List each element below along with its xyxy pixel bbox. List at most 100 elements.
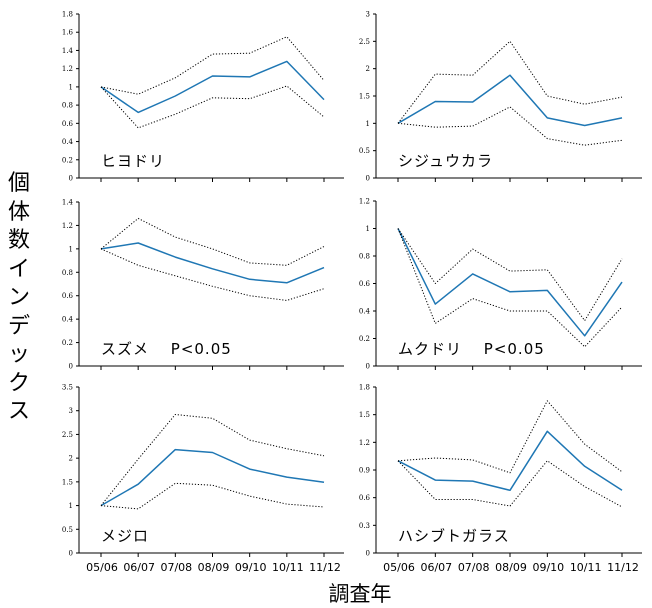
x-tick-label: 06/07 — [420, 561, 452, 574]
y-tick-label: 1.2 — [62, 222, 73, 230]
y-tick-label: 1.2 — [359, 198, 370, 206]
y-tick-label: 1.8 — [62, 11, 73, 19]
y-tick-label: 2 — [366, 65, 370, 73]
y-tick-label: 1 — [69, 245, 73, 253]
chart-panel-6: 0 0.3 0.6 0.9 1.2 1.5 1.8 05/06 06/07 07/08 08/09 0… — [359, 384, 642, 574]
y-tick-label: 0.2 — [62, 156, 73, 164]
y-tick-label: 0.2 — [62, 339, 73, 347]
x-tick-label: 09/10 — [532, 561, 564, 574]
y-tick-label: 1.2 — [359, 439, 370, 447]
series-line-estimate — [100, 60, 325, 114]
y-tick-label: 3.5 — [62, 384, 73, 392]
series-line-estimate — [397, 228, 623, 337]
y-tick-label: 1.2 — [62, 65, 73, 73]
y-tick-label: 3 — [366, 11, 370, 19]
series-line-estimate — [100, 448, 325, 507]
y-tick-label: 0 — [69, 175, 73, 183]
y-tick-label: 1.4 — [62, 47, 74, 55]
y-tick-label: 0.4 — [62, 316, 74, 324]
y-tick-label: 3 — [69, 407, 73, 415]
series-line-upper — [100, 414, 325, 506]
y-axis-label-char: イ — [7, 256, 30, 282]
y-tick-label: 1.4 — [62, 199, 74, 207]
y-tick-label: 0.6 — [359, 280, 371, 288]
y-tick-label: 2 — [69, 455, 73, 463]
panel-title: ヒヨドリ — [101, 152, 165, 170]
y-tick-label: 0.2 — [359, 335, 370, 343]
y-tick-label: 1.5 — [62, 478, 73, 486]
x-tick-label: 11/12 — [607, 561, 639, 574]
series-line-lower — [100, 248, 325, 301]
y-tick-label: 0 — [366, 363, 370, 371]
y-tick-label: 0 — [69, 550, 73, 558]
y-tick-label: 1 — [366, 225, 370, 233]
y-axis-label-char: ッ — [7, 342, 30, 367]
y-tick-label: 0.8 — [62, 102, 73, 110]
y-tick-label: 1 — [366, 120, 370, 128]
x-tick-label: 09/10 — [235, 561, 267, 574]
x-tick-label: 11/12 — [309, 561, 341, 574]
x-tick-label: 05/06 — [383, 561, 415, 574]
x-tick-label: 07/08 — [458, 561, 490, 574]
x-axis-label: 調査年 — [328, 582, 392, 606]
series-line-lower — [100, 85, 325, 129]
y-tick-label: 0.8 — [62, 269, 73, 277]
y-tick-label: 1 — [69, 502, 73, 510]
y-axis-label-char: デ — [7, 313, 30, 339]
chart-panel-3: 0 0.2 0.4 0.6 0.8 1 1.2 1.4 スズメ P<0.05 — [62, 199, 344, 371]
y-tick-label: 1.5 — [359, 93, 370, 101]
y-tick-label: 2.5 — [359, 38, 370, 46]
y-tick-label: 1 — [69, 83, 73, 91]
series-line-upper — [100, 217, 325, 266]
series-line-lower — [397, 106, 623, 146]
y-axis-label-char: 体 — [7, 199, 30, 225]
y-tick-label: 1.5 — [359, 411, 370, 419]
y-tick-label: 0.5 — [359, 147, 370, 155]
chart-panel-5: 0 0.5 1 1.5 2 2.5 3 3.5 05/06 06/07 07/08 08/09 09/1… — [62, 384, 344, 574]
y-axis-label-char: 個 — [7, 171, 30, 196]
panel-title: スズメ P<0.05 — [101, 340, 232, 358]
x-tick-label: 08/09 — [495, 561, 527, 574]
y-tick-label: 0.4 — [62, 138, 74, 146]
y-tick-label: 2.5 — [62, 431, 73, 439]
series-line-lower — [397, 228, 623, 348]
x-tick-label: 07/08 — [160, 561, 192, 574]
y-axis-label: 個体数インデックス — [6, 170, 32, 427]
chart-panel-4: 0 0.2 0.4 0.6 0.8 1 1.2 ムクドリ P<0.05 — [359, 198, 642, 371]
series-line-estimate — [397, 74, 623, 127]
y-axis-label-char: 数 — [7, 228, 30, 253]
chart-panel-2: 0 0.5 1 1.5 2 2.5 3 シジュウカラ — [359, 11, 642, 183]
x-tick-label: 08/09 — [198, 561, 230, 574]
y-tick-label: 0.6 — [62, 120, 74, 128]
y-tick-label: 0.5 — [62, 526, 73, 534]
y-tick-label: 0 — [366, 175, 370, 183]
y-tick-label: 1.8 — [359, 384, 370, 392]
series-line-upper — [397, 228, 623, 322]
panel-title: シジュウカラ — [398, 152, 493, 170]
y-tick-label: 0.8 — [359, 253, 370, 261]
x-tick-label: 10/11 — [570, 561, 602, 574]
y-tick-label: 0.6 — [62, 292, 74, 300]
x-tick-label: 06/07 — [123, 561, 155, 574]
y-tick-label: 0 — [69, 363, 73, 371]
x-tick-label: 10/11 — [272, 561, 304, 574]
panel-title: ムクドリ P<0.05 — [398, 340, 545, 358]
y-tick-label: 0.9 — [359, 467, 370, 475]
series-line-estimate — [100, 242, 325, 284]
y-axis-label-char: ク — [7, 370, 30, 396]
chart-panel-1: 0 0.2 0.4 0.6 0.8 1 1.2 1.4 1.6 1.8 ヒヨドリ — [62, 11, 344, 183]
series-line-lower — [397, 460, 623, 508]
y-tick-label: 0.6 — [359, 494, 371, 502]
y-tick-label: 0.4 — [359, 308, 371, 316]
y-tick-label: 0.3 — [359, 522, 370, 530]
y-tick-label: 1.6 — [62, 29, 74, 37]
y-axis-label-char: ン — [7, 285, 30, 310]
series-line-estimate — [397, 430, 623, 492]
y-tick-label: 0 — [366, 550, 370, 558]
series-line-upper — [397, 40, 623, 124]
y-axis-label-char: ス — [7, 399, 30, 424]
series-line-upper — [397, 400, 623, 474]
panel-title: メジロ — [101, 527, 149, 545]
panel-title: ハシブトガラス — [398, 527, 510, 545]
